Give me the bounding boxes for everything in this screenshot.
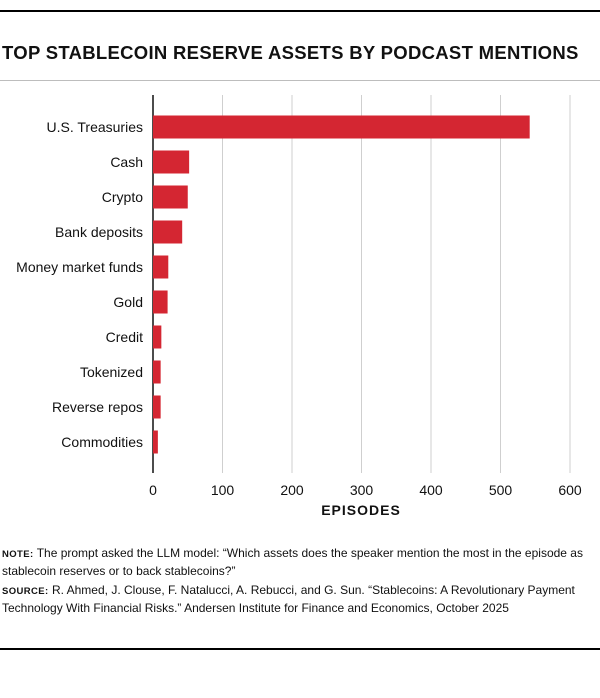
category-label: Credit bbox=[106, 329, 143, 345]
category-label: Money market funds bbox=[16, 259, 143, 275]
gridlines bbox=[152, 95, 571, 473]
bar bbox=[153, 185, 188, 209]
chart-title: TOP STABLECOIN RESERVE ASSETS BY PODCAST… bbox=[2, 42, 579, 63]
category-label: Crypto bbox=[102, 189, 143, 205]
x-tick-label: 300 bbox=[350, 482, 374, 498]
x-tick-label: 400 bbox=[419, 482, 443, 498]
bar-chart: U.S. Treasuries Cash Crypto Bank deposits Mo… bbox=[16, 95, 582, 518]
bar bbox=[153, 115, 530, 139]
category-label: Commodities bbox=[61, 434, 143, 450]
bars bbox=[153, 115, 530, 454]
category-label: Tokenized bbox=[80, 364, 143, 380]
bar bbox=[153, 255, 169, 279]
bottom-rule bbox=[0, 648, 600, 650]
category-label: Gold bbox=[113, 294, 143, 310]
bar bbox=[153, 290, 168, 314]
source: SOURCE: R. Ahmed, J. Clouse, F. Natalucc… bbox=[2, 582, 596, 617]
x-tick-label: 200 bbox=[280, 482, 304, 498]
x-tick-label: 0 bbox=[149, 482, 157, 498]
category-labels: U.S. Treasuries Cash Crypto Bank deposits Mo… bbox=[16, 119, 143, 450]
x-tick-labels: 0 100 200 300 400 500 600 bbox=[149, 482, 582, 498]
bar bbox=[153, 325, 162, 349]
x-tick-label: 600 bbox=[558, 482, 582, 498]
bar bbox=[153, 150, 190, 174]
bar bbox=[153, 430, 158, 454]
category-label: Bank deposits bbox=[55, 224, 143, 240]
x-axis-label: EPISODES bbox=[321, 502, 401, 518]
title-divider bbox=[0, 80, 600, 81]
bar bbox=[153, 395, 161, 419]
source-text: R. Ahmed, J. Clouse, F. Natalucci, A. Re… bbox=[2, 583, 575, 615]
note-label: NOTE: bbox=[2, 549, 34, 560]
category-label: Reverse repos bbox=[52, 399, 143, 415]
x-tick-label: 100 bbox=[211, 482, 235, 498]
category-label: U.S. Treasuries bbox=[47, 119, 143, 135]
category-label: Cash bbox=[110, 154, 143, 170]
note: NOTE: The prompt asked the LLM model: “W… bbox=[2, 545, 596, 580]
bar bbox=[153, 360, 161, 384]
source-label: SOURCE: bbox=[2, 586, 49, 597]
top-rule bbox=[0, 10, 600, 12]
note-text: The prompt asked the LLM model: “Which a… bbox=[2, 546, 583, 578]
bar bbox=[153, 220, 183, 244]
x-tick-label: 500 bbox=[489, 482, 513, 498]
